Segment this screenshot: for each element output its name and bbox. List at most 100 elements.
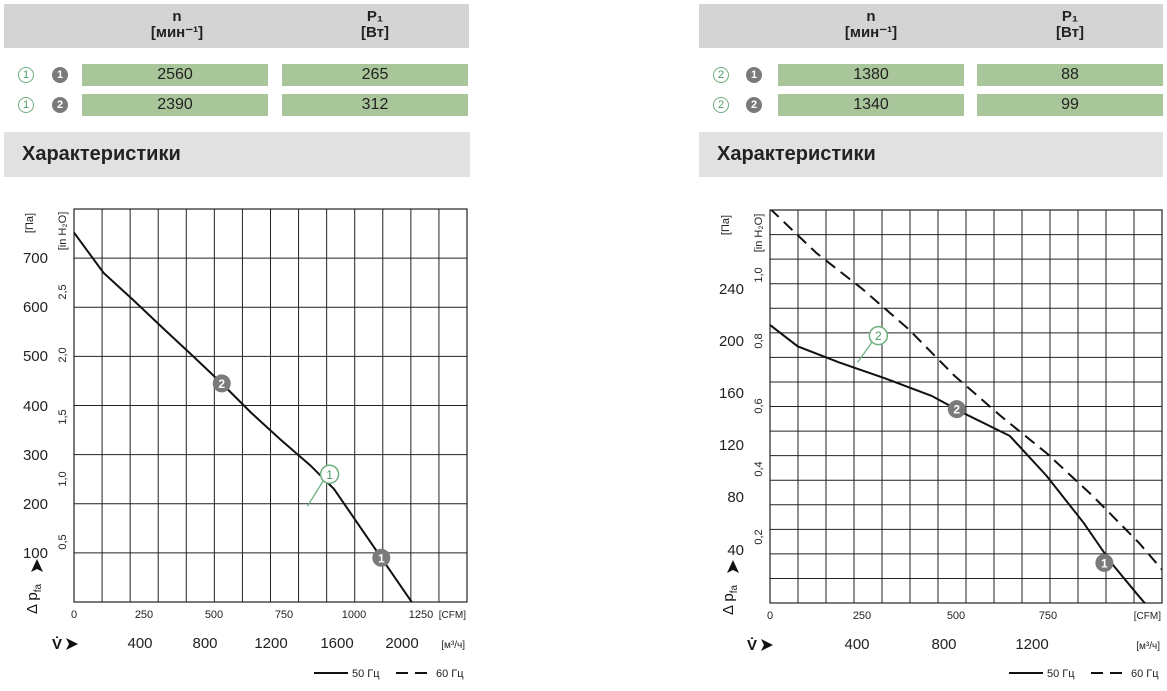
series-line-50hz [74,231,413,602]
cfm-tick-label: 500 [947,610,965,622]
pa-tick-label: 120 [719,437,744,454]
pa-tick-label: 80 [727,489,744,506]
m3h-tick-label: 400 [844,636,869,653]
pa-tick-label: 500 [23,348,48,365]
pa-tick-label: 160 [719,385,744,402]
speed-value: 2390 [82,94,268,116]
m3h-tick-label: 1200 [1015,636,1048,653]
left-col-n: n [мин⁻¹] [82,9,272,41]
cfm-tick-label: 750 [1039,610,1057,622]
inh2o-tick-label: 0,6 [753,398,765,413]
inh2o-tick-label: 1,5 [57,409,69,424]
series-line-50hz [770,324,1147,603]
power-value: 99 [977,94,1163,116]
plot-frame [73,208,468,603]
pa-unit-label: [Па] [24,213,36,233]
variant-marker [319,464,340,485]
pa-tick-label: 600 [23,299,48,316]
m3h-unit-label: [м³/ч] [441,640,465,651]
power-value: 88 [977,64,1163,86]
right-col-n-label: n [866,8,876,25]
marker-leader-line [306,479,325,507]
m3h-tick-label: 800 [931,636,956,653]
variant-marker: 1 [18,97,34,113]
m3h-unit-label: [м³/ч] [1136,641,1160,652]
cfm-unit-label: [CFM] [439,610,466,621]
curve-marker: 2 [52,97,68,113]
series-line-60hz [770,210,1162,571]
cfm-tick-label: 500 [205,609,223,621]
curve-marker [212,374,231,393]
inh2o-tick-label: 1,0 [57,471,69,486]
m3h-tick-label: 1600 [320,635,353,652]
cfm-tick-label: 250 [853,610,871,622]
pa-tick-label: 200 [23,496,48,513]
pa-unit-label: [Па] [720,215,732,235]
inh2o-tick-label: 0,5 [57,534,69,549]
curve-marker-label: 2 [218,377,225,391]
pa-tick-label: 100 [23,545,48,562]
speed-value: 1380 [778,64,964,86]
section-title: Характеристики [717,143,876,165]
inh2o-tick-label: 0,4 [753,461,765,476]
m3h-tick-label: 800 [192,635,217,652]
curve-marker: 2 [746,97,762,113]
right-col-n-unit: [мин⁻¹] [844,24,898,41]
pa-tick-label: 400 [23,398,48,415]
variant-marker-label: 1 [326,468,333,482]
curve-marker: 1 [746,67,762,83]
plot-frame [769,209,1163,604]
inh2o-tick-label: 0,2 [753,529,765,544]
cfm-tick-label: 1250 [409,609,433,621]
pa-tick-label: 200 [719,333,744,350]
curve-marker-label: 1 [1101,556,1108,570]
pa-tick-label: 300 [23,447,48,464]
y-axis-symbol-sub: fa [729,585,740,594]
cfm-tick-label: 0 [71,609,77,621]
curve-marker [947,400,966,419]
curve-marker [1095,553,1114,572]
y-axis-arrow [727,560,739,573]
right-col-p-label: P₁ [1061,8,1079,25]
cfm-tick-label: 1000 [342,609,366,621]
inh2o-unit-label: [in H₂O] [753,214,765,253]
speed-value: 2560 [82,64,268,86]
variant-marker [868,325,889,346]
x-axis-symbol: V̇ [747,637,757,654]
left-table-header: n [мин⁻¹] P₁ [Вт] [4,4,469,48]
cfm-unit-label: [CFM] [1134,611,1161,622]
cfm-tick-label: 250 [135,609,153,621]
pa-tick-label: 40 [727,542,744,559]
right-col-p: P₁ [Вт] [977,9,1163,41]
inh2o-tick-label: 0,8 [753,333,765,348]
speed-value: 1340 [778,94,964,116]
x-axis-symbol: V̇ [52,636,62,653]
cfm-tick-label: 0 [767,610,773,622]
curve-marker [372,548,391,567]
cfm-tick-label: 750 [275,609,293,621]
y-axis-arrow [31,559,43,572]
section-title: Характеристики [22,143,181,165]
x-axis-arrow [66,638,78,650]
inh2o-tick-label: 1,0 [753,267,765,282]
right-table-header: n [мин⁻¹] P₁ [Вт] [699,4,1163,48]
power-value: 265 [282,64,468,86]
left-performance-chart: 2 1 1 0 250 500 750 1000 1250 [CFM] 400 800 1200 1600… [23,208,468,680]
variant-marker-label: 2 [875,329,882,343]
inh2o-tick-label: 2,0 [57,347,69,362]
legend-solid-label: 50 Гц [1047,668,1075,680]
variant-marker: 2 [713,67,729,83]
left-col-n-label: n [172,8,182,25]
left-col-p-unit: [Вт] [361,24,389,41]
inh2o-unit-label: [in H₂O] [57,212,69,251]
inh2o-tick-label: 2,5 [57,284,69,299]
y-axis-symbol: Δ pfa [24,584,44,614]
pa-tick-label: 700 [23,250,48,267]
legend-solid-label: 50 Гц [352,668,380,680]
right-col-n: n [мин⁻¹] [777,9,965,41]
legend-dashed-label: 60 Гц [1131,668,1159,680]
curve-marker-label: 1 [378,551,385,565]
m3h-tick-label: 1200 [254,635,287,652]
y-axis-symbol: Δ pfa [720,585,740,615]
